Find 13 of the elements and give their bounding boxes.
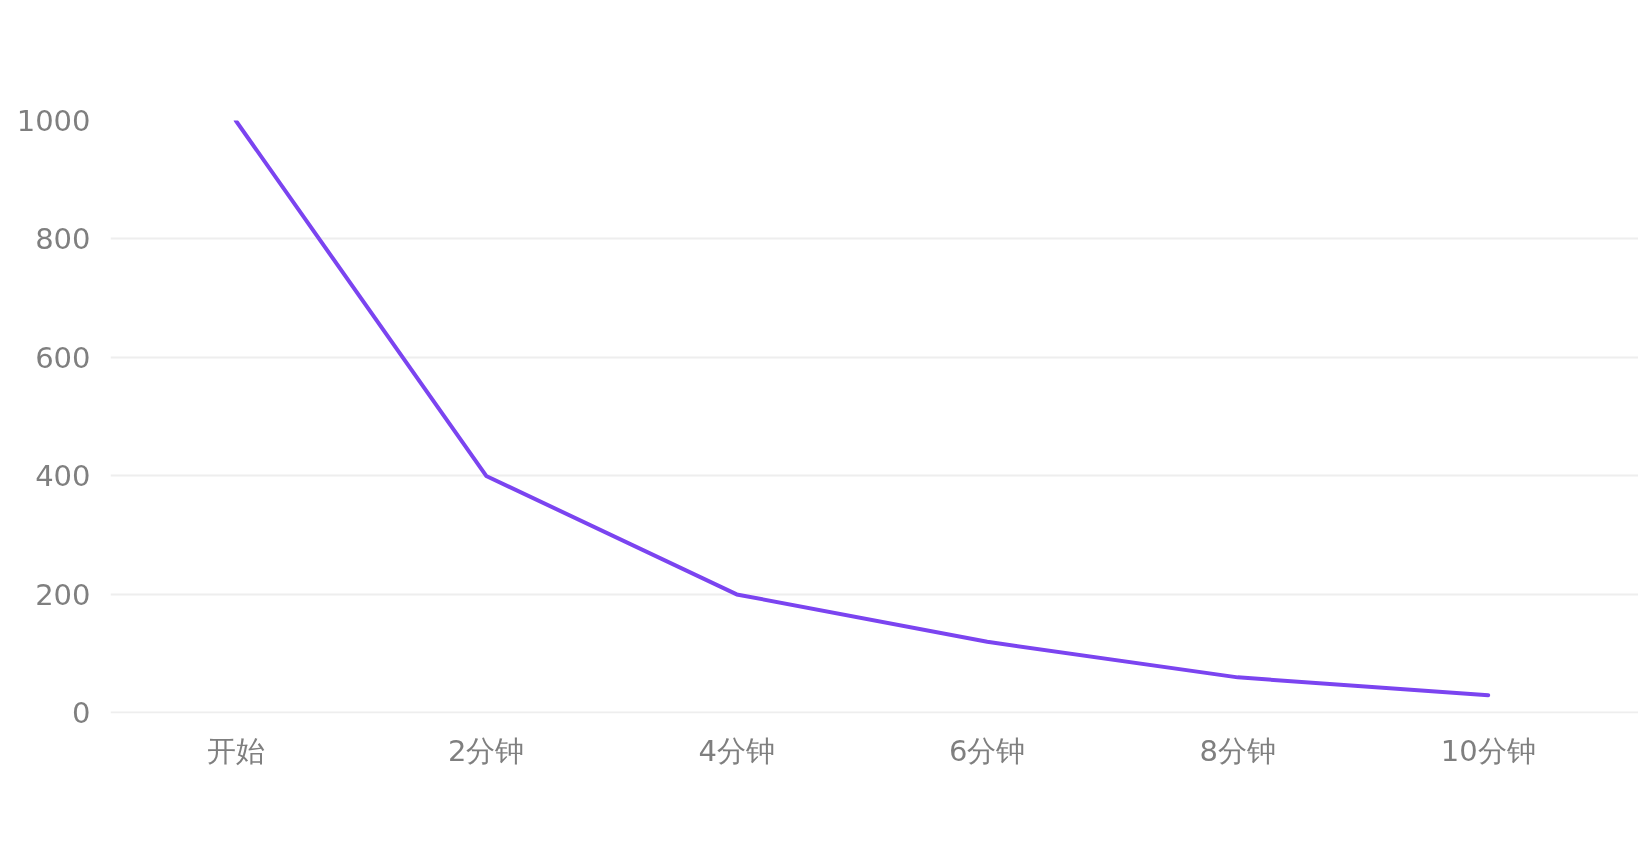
x-tick-label: 10分钟 — [1440, 733, 1536, 768]
y-tick-label: 1000 — [16, 104, 91, 138]
y-tick-label: 600 — [35, 340, 91, 375]
line-series — [233, 120, 1491, 698]
y-tick-label: 400 — [35, 459, 91, 494]
x-tick-label: 开始 — [206, 733, 265, 768]
x-tick-label: 8分钟 — [1199, 733, 1276, 768]
y-tick-label: 200 — [35, 577, 91, 612]
x-tick-label: 6分钟 — [949, 733, 1026, 768]
y-tick-label: 0 — [72, 696, 91, 731]
y-tick-label: 800 — [35, 222, 91, 257]
x-tick-label: 4分钟 — [698, 733, 775, 768]
x-tick-label: 2分钟 — [448, 733, 525, 768]
